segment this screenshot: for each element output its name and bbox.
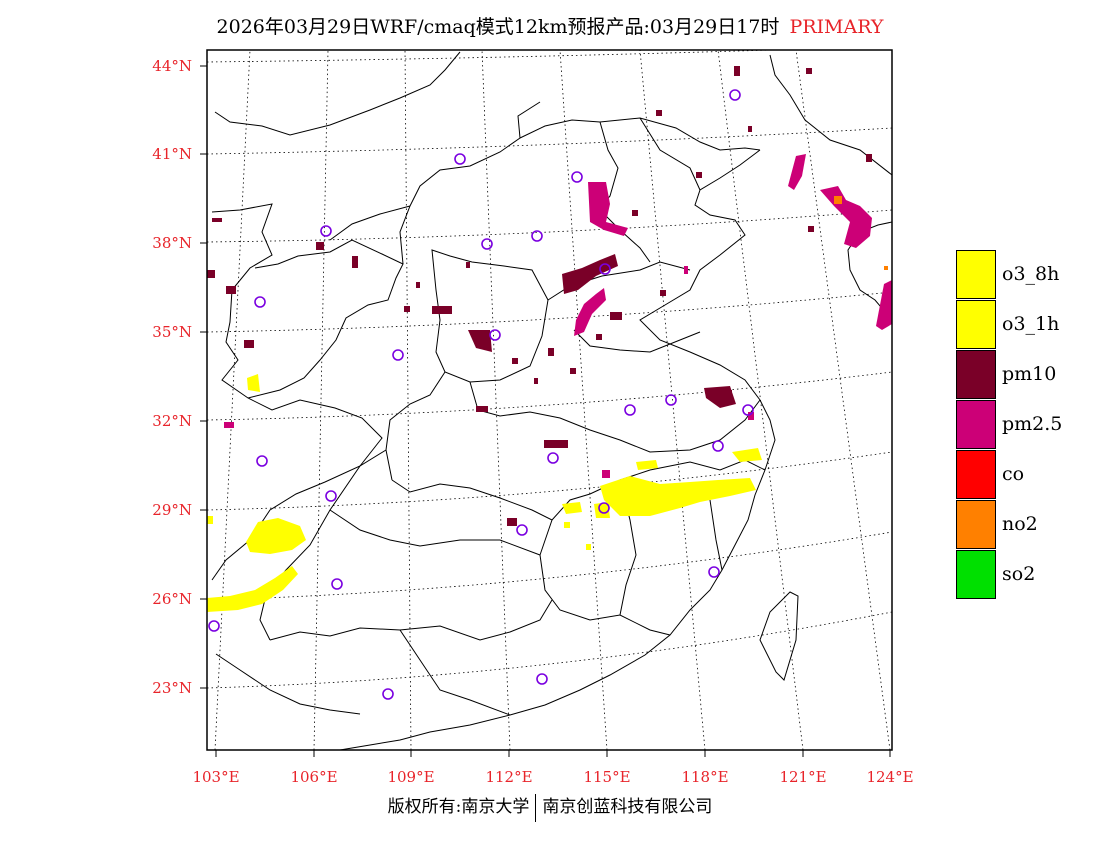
- legend-label: pm2.5: [1002, 413, 1063, 435]
- legend-label: o3_8h: [1002, 263, 1060, 285]
- lon-label-115: 115°E: [583, 768, 631, 786]
- lat-label-44: 44°N: [152, 57, 192, 75]
- legend-label: pm10: [1002, 363, 1057, 385]
- graticule: [207, 50, 892, 750]
- map-border: [206, 49, 893, 751]
- lon-label-124: 124°E: [866, 768, 914, 786]
- boundaries: [211, 51, 892, 750]
- footer-divider: [535, 793, 537, 822]
- legend-label: o3_1h: [1002, 313, 1060, 335]
- legend-item-pm10: pm10: [956, 349, 1062, 399]
- legend-swatch: [956, 349, 996, 399]
- legend-swatch: [956, 499, 996, 549]
- lat-label-23: 23°N: [152, 679, 192, 697]
- legend-swatch: [956, 549, 996, 599]
- legend-swatch: [956, 299, 996, 349]
- lon-label-118: 118°E: [681, 768, 729, 786]
- map-background: [207, 50, 892, 750]
- lat-label-38: 38°N: [152, 234, 192, 252]
- legend-item-so2: so2: [956, 549, 1062, 599]
- legend-label: so2: [1002, 563, 1036, 585]
- legend-swatch: [956, 449, 996, 499]
- legend-label: co: [1002, 463, 1025, 485]
- axis-ticks: [200, 65, 891, 757]
- o3-cells: [207, 374, 762, 612]
- map-title: 2026年03月29日WRF/cmaq模式12km预报产品:03月29日17时 P…: [0, 12, 1100, 39]
- primary-label: PRIMARY: [789, 16, 884, 38]
- no2-cells: [834, 196, 888, 270]
- pollutant-legend: o3_8h o3_1h pm10 pm2.5 co no2 so2: [956, 249, 1062, 599]
- legend-item-o3-1h: o3_1h: [956, 299, 1062, 349]
- station-markers: [208, 89, 754, 700]
- legend-item-pm25: pm2.5: [956, 399, 1062, 449]
- lat-label-41: 41°N: [152, 145, 192, 163]
- lat-label-32: 32°N: [152, 412, 192, 430]
- map-content: [207, 50, 892, 750]
- lat-label-35: 35°N: [152, 323, 192, 341]
- lon-label-109: 109°E: [387, 768, 435, 786]
- pm25-cells: [224, 154, 892, 478]
- lon-label-121: 121°E: [779, 768, 827, 786]
- lon-label-103: 103°E: [192, 768, 240, 786]
- legend-item-o3-8h: o3_8h: [956, 249, 1062, 299]
- legend-swatch: [956, 399, 996, 449]
- footer: 版权所有:南京大学 南京创蓝科技有限公司: [0, 792, 1100, 822]
- legend-swatch: [956, 249, 996, 299]
- company-text: 南京创蓝科技有限公司: [542, 797, 713, 817]
- legend-item-co: co: [956, 449, 1062, 499]
- lat-label-26: 26°N: [152, 590, 192, 608]
- lon-label-106: 106°E: [290, 768, 338, 786]
- legend-label: no2: [1002, 513, 1038, 535]
- legend-item-no2: no2: [956, 499, 1062, 549]
- copyright-text: 版权所有:南京大学: [387, 797, 530, 817]
- title-text: 2026年03月29日WRF/cmaq模式12km预报产品:03月29日17时: [216, 16, 780, 38]
- lat-label-29: 29°N: [152, 501, 192, 519]
- lon-label-112: 112°E: [485, 768, 533, 786]
